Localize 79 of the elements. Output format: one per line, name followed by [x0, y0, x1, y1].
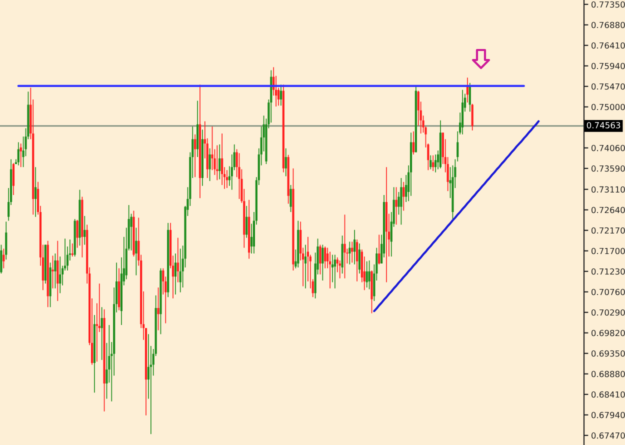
candlestick: [468, 82, 471, 112]
candlestick: [412, 130, 415, 155]
y-tick-label: 0.74060: [591, 144, 625, 152]
candlestick: [211, 126, 214, 171]
y-tick-label: 0.76410: [591, 42, 625, 49]
candlestick: [221, 133, 224, 186]
y-tick-label: 0.72170: [591, 227, 625, 234]
candlestick: [194, 134, 196, 178]
candlestick: [100, 306, 103, 360]
candlestick: [378, 234, 380, 265]
candlestick: [366, 260, 368, 288]
candlestick: [0, 244, 2, 274]
candlestick: [2, 248, 5, 269]
candlestick: [218, 144, 221, 180]
y-tick-label: 0.67940: [591, 412, 625, 418]
candlestick: [12, 162, 15, 196]
y-tick-label: 0.73590: [591, 165, 625, 172]
candlestick: [5, 221, 8, 260]
y-tick-label: 0.68880: [591, 370, 625, 378]
candlestick: [402, 182, 405, 212]
candlestick: [328, 251, 332, 289]
candlestick: [17, 142, 20, 166]
candlestick: [238, 152, 240, 200]
candlestick: [174, 253, 176, 295]
candlestick: [135, 227, 138, 276]
y-tick-label: 0.73110: [591, 186, 625, 193]
y-tick-label: 0.69350: [591, 350, 625, 357]
y-tick-label: 0.71230: [591, 268, 625, 275]
candlestick: [179, 248, 182, 293]
y-tick-label: 0.77350: [591, 1, 625, 8]
candlestick: [434, 154, 437, 173]
candlestick: [344, 214, 346, 279]
y-tick-label: 0.71700: [591, 248, 625, 254]
candlestick: [319, 244, 322, 275]
candlestick: [348, 241, 351, 265]
candlestick: [246, 206, 248, 238]
y-tick-label: 0.76880: [591, 22, 625, 28]
candlestick: [324, 246, 326, 269]
candlestick: [304, 244, 307, 289]
candlestick: [76, 219, 78, 248]
candlestick: [334, 254, 336, 289]
candlestick: [176, 237, 179, 283]
ref-line-label: 0.74563: [586, 122, 620, 128]
y-tick-label: 0.68410: [591, 391, 625, 398]
candlestick: [71, 243, 74, 257]
candlestick: [226, 170, 228, 188]
candlestick: [466, 77, 468, 103]
y-tick-label: 0.75940: [591, 62, 625, 70]
candlestick: [56, 240, 59, 302]
candlestick: [395, 186, 398, 226]
candlestick: [471, 103, 474, 131]
candlestick: [208, 148, 211, 182]
candlestick: [34, 166, 37, 218]
candlestick: [54, 253, 56, 289]
candlestick: [59, 256, 62, 294]
candlestick: [341, 235, 344, 274]
candlestick: [52, 255, 54, 289]
candlestick: [322, 244, 324, 281]
line-series: [373, 120, 540, 312]
y-tick-label: 0.75000: [591, 104, 625, 110]
candlestick: [20, 143, 22, 168]
candlestick: [400, 178, 402, 226]
candlestick: [84, 216, 86, 246]
y-tick-label: 0.75470: [591, 83, 625, 90]
candlestick: [280, 84, 282, 106]
candlestick: [290, 184, 292, 212]
y-tick-label: 0.70760: [591, 288, 625, 296]
candlestick: [284, 148, 287, 177]
candlestick: [430, 154, 432, 170]
candlestick: [432, 154, 434, 172]
y-tick-label: 0.70290: [591, 309, 625, 316]
candlestick: [358, 243, 361, 274]
y-tick-label: 0.72640: [591, 206, 625, 214]
candlestick: [368, 260, 370, 290]
candlestick: [354, 229, 356, 265]
candlestick: [356, 239, 358, 282]
y-tick-label: 0.67470: [591, 432, 625, 439]
candlestick: [157, 287, 160, 331]
y-tick-label: 0.69820: [591, 330, 625, 336]
